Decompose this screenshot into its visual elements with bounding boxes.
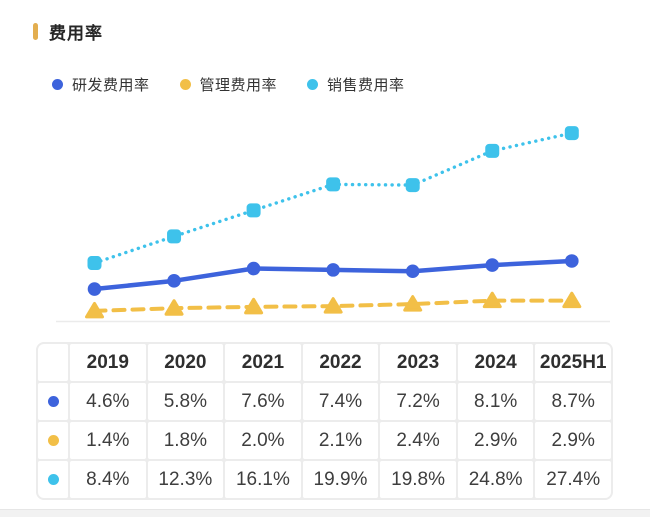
value-cell: 27.4%	[535, 461, 611, 498]
circle-marker-icon	[179, 79, 191, 90]
value-cell: 12.3%	[147, 461, 224, 498]
year-header-cell: 2021	[225, 344, 301, 381]
value-cell: 16.1%	[225, 461, 301, 498]
value-cell: 4.6%	[70, 383, 146, 420]
table-corner-cell	[38, 344, 68, 381]
expense-rate-line-chart	[56, 126, 610, 323]
expense-rate-table: 2019 2020 2021 2022 2023 2024 2025H1 4.6…	[36, 342, 613, 500]
circle-marker-icon	[47, 474, 59, 485]
series-dot-cell	[38, 422, 68, 459]
chart-legend: 研发费用率 管理费用率 销售费用率	[52, 74, 405, 95]
value-cell: 8.7%	[535, 383, 611, 420]
year-header-cell: 2023	[380, 344, 456, 381]
value-cell: 24.8%	[457, 461, 534, 498]
year-header-cell: 2019	[70, 344, 146, 381]
year-header-cell: 2022	[302, 344, 379, 381]
circle-marker-icon	[47, 396, 59, 407]
value-cell: 7.6%	[225, 383, 301, 420]
legend-label: 管理费用率	[199, 77, 278, 94]
value-cell: 5.8%	[147, 383, 224, 420]
value-cell: 2.9%	[457, 422, 534, 459]
value-cell: 2.0%	[225, 422, 301, 459]
year-header-cell: 2025H1	[535, 344, 611, 381]
value-cell: 8.4%	[70, 461, 146, 498]
panel-header: 费用率	[33, 21, 103, 43]
value-cell: 2.4%	[380, 422, 456, 459]
series-dot-cell	[38, 461, 68, 498]
value-cell: 7.2%	[380, 383, 456, 420]
legend-label: 销售费用率	[327, 77, 405, 94]
value-cell: 8.1%	[457, 383, 534, 420]
title-accent-bar-icon	[33, 22, 38, 40]
value-cell: 1.4%	[70, 422, 146, 459]
legend-item-rd-expense[interactable]: 研发费用率	[52, 74, 150, 95]
year-header-cell: 2020	[147, 344, 224, 381]
year-header-cell: 2024	[457, 344, 534, 381]
value-cell: 19.8%	[380, 461, 456, 498]
value-cell: 2.9%	[535, 422, 611, 459]
bottom-divider	[0, 509, 650, 517]
circle-marker-icon	[307, 79, 319, 90]
value-cell: 2.1%	[302, 422, 379, 459]
value-cell: 1.8%	[147, 422, 224, 459]
page-title: 费用率	[49, 23, 103, 43]
legend-item-admin-expense[interactable]: 管理费用率	[179, 74, 278, 95]
legend-label: 研发费用率	[72, 77, 150, 94]
series-dot-cell	[38, 383, 68, 420]
circle-marker-icon	[47, 435, 59, 446]
value-cell: 7.4%	[302, 383, 379, 420]
value-cell: 19.9%	[302, 461, 379, 498]
circle-marker-icon	[52, 79, 63, 90]
legend-item-sales-expense[interactable]: 销售费用率	[307, 74, 405, 95]
